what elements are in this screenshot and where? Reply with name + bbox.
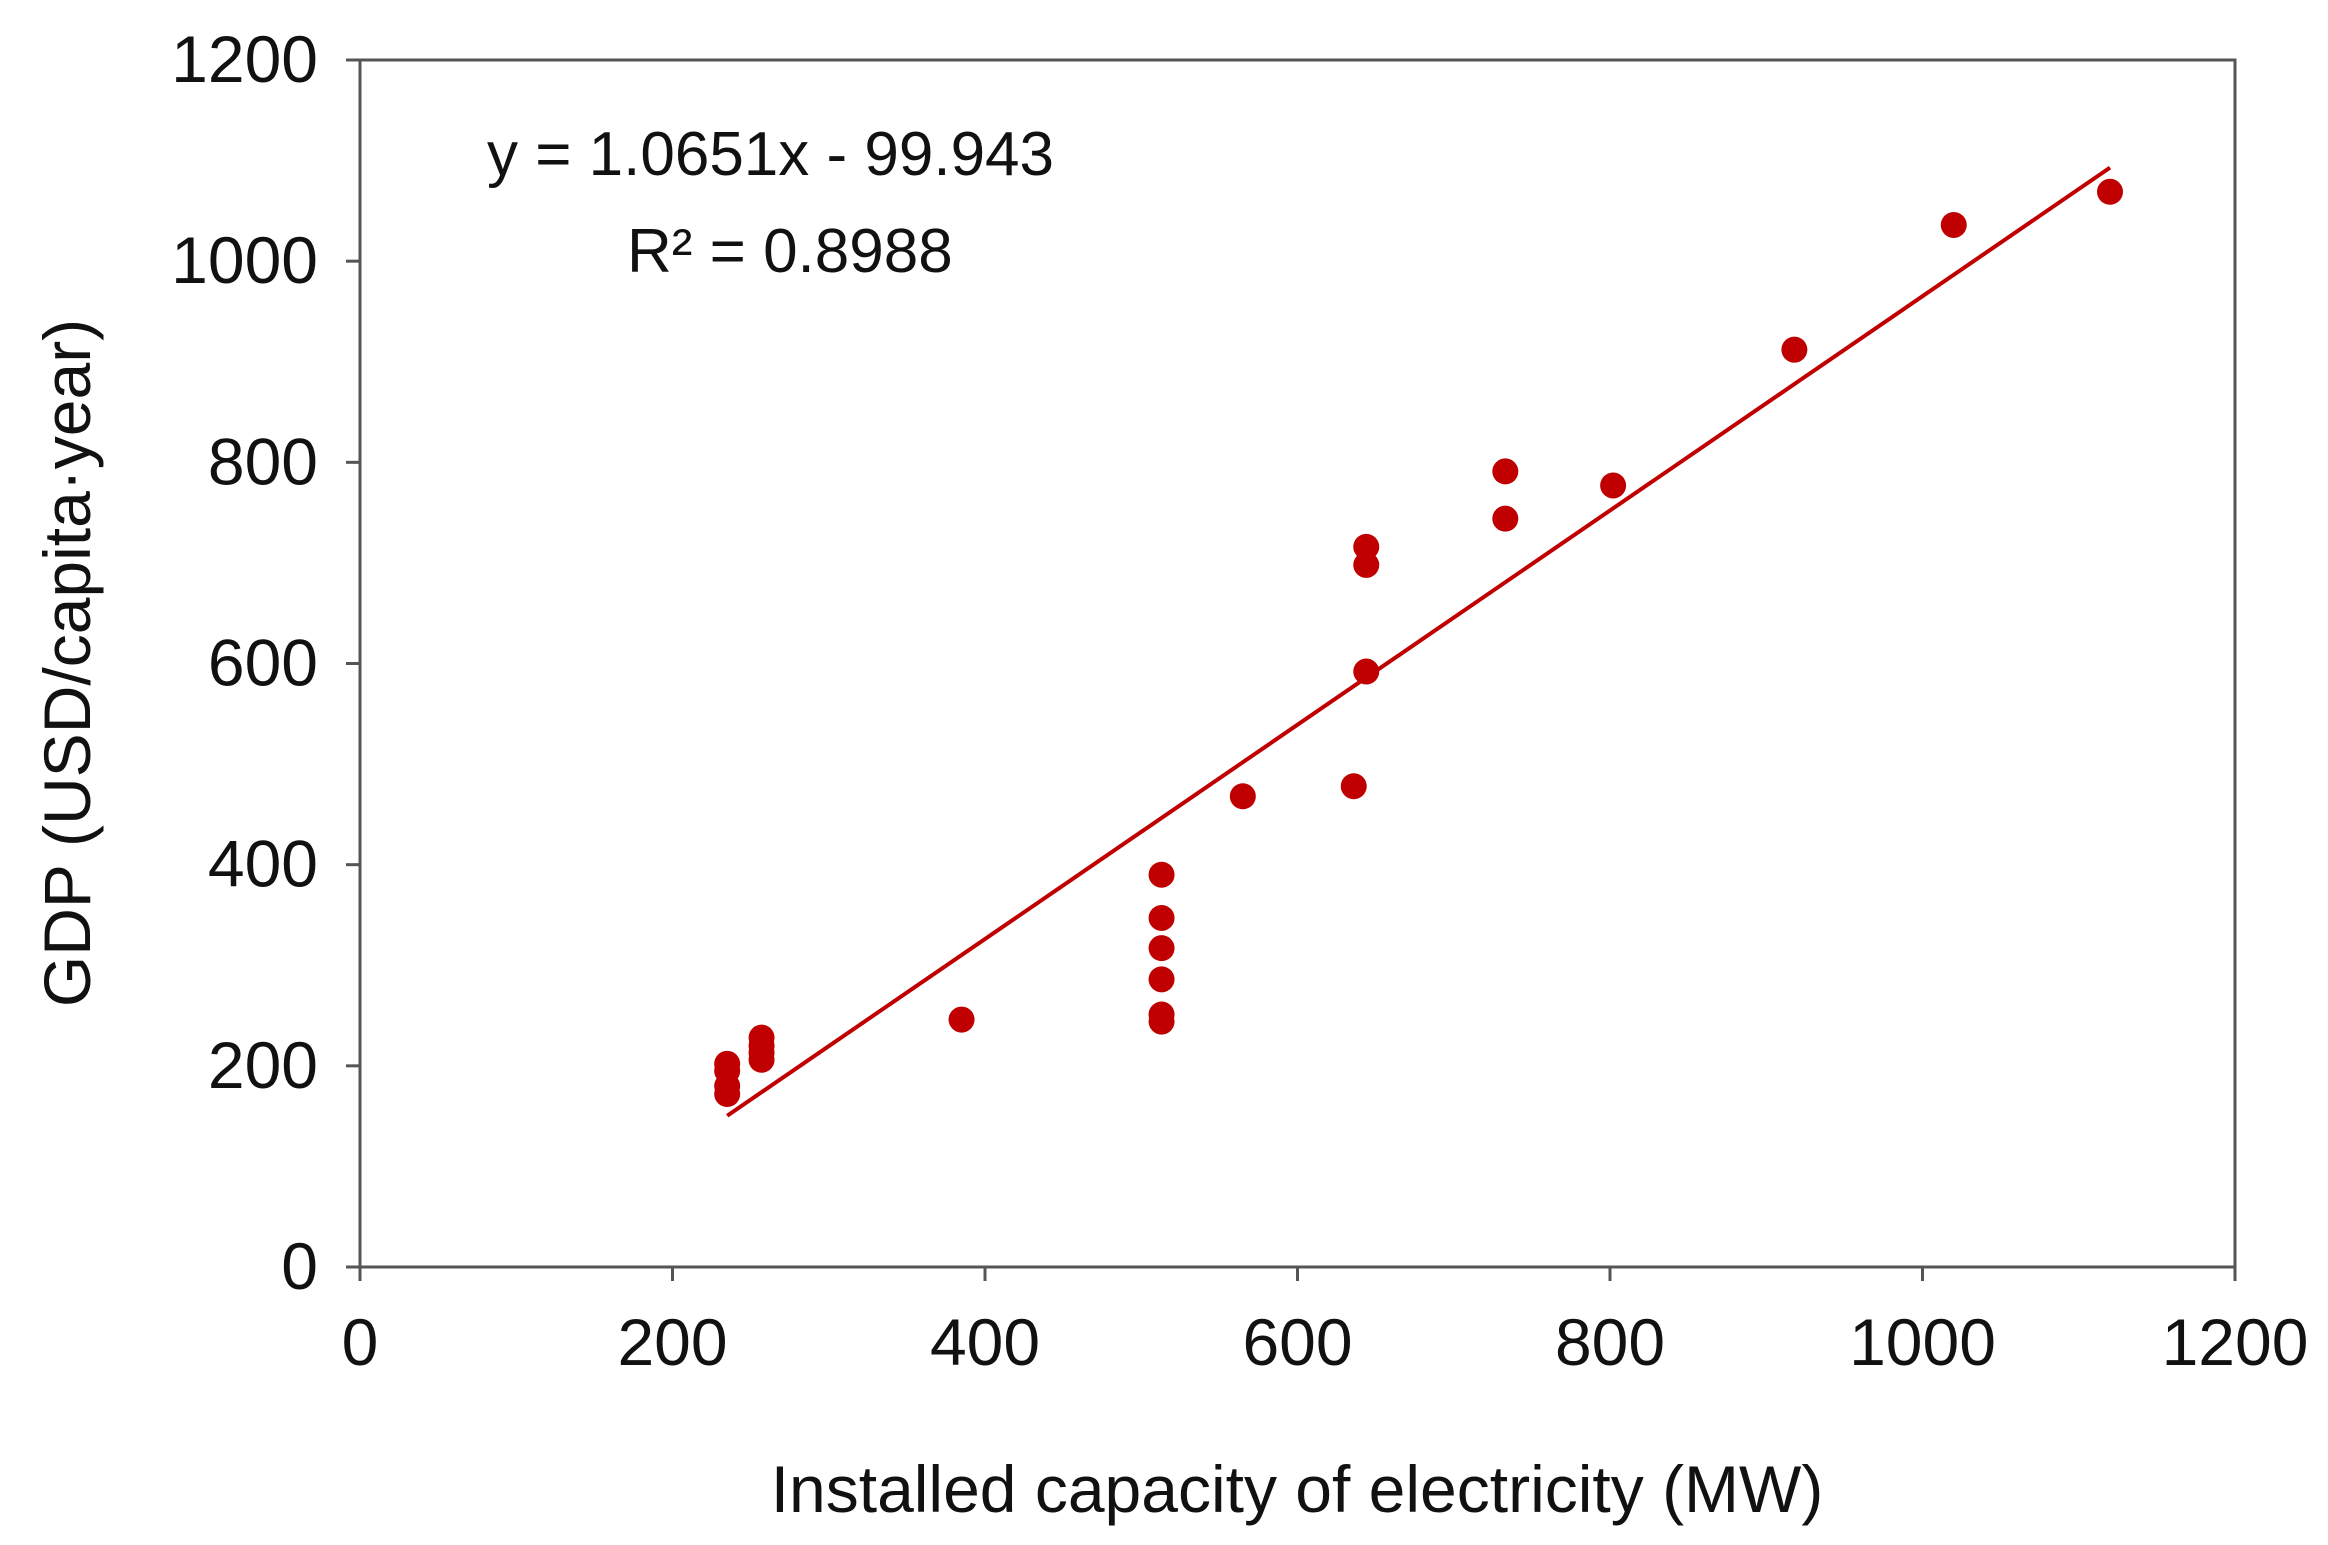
data-point — [1229, 783, 1256, 810]
data-point — [1600, 472, 1627, 499]
y-tick-label: 600 — [208, 626, 318, 700]
x-tick-label: 1200 — [2162, 1305, 2309, 1379]
y-tick-label: 200 — [208, 1028, 318, 1102]
data-point — [2097, 178, 2123, 205]
data-point — [1148, 966, 1175, 993]
data-point — [948, 1006, 975, 1033]
data-point — [1340, 773, 1367, 800]
y-tick-label: 0 — [281, 1229, 318, 1303]
y-tick-label: 1000 — [171, 223, 318, 297]
x-tick-label: 400 — [930, 1305, 1040, 1379]
y-axis-ticks: 0 200 400 600 800 1000 1200 — [171, 22, 360, 1303]
y-tick-label: 800 — [208, 424, 318, 498]
data-point — [1148, 904, 1175, 931]
x-axis-title: Installed capacity of electricity (MW) — [771, 1452, 1824, 1526]
r-squared-label: R² = 0.8988 — [627, 217, 953, 286]
data-point — [1781, 336, 1808, 363]
data-point — [1492, 458, 1519, 485]
data-point — [1353, 658, 1380, 685]
data-point — [1940, 211, 1967, 238]
data-point — [1148, 1008, 1175, 1035]
data-point — [1148, 861, 1175, 888]
data-points-layer — [714, 178, 2123, 1107]
data-point — [1353, 533, 1380, 560]
x-tick-label: 800 — [1555, 1305, 1665, 1379]
data-point — [1353, 551, 1380, 578]
trendline-layer — [726, 166, 2112, 1118]
linear-trendline — [726, 166, 2112, 1118]
data-point — [1148, 935, 1175, 962]
x-tick-label: 0 — [342, 1305, 379, 1379]
y-tick-label: 400 — [208, 827, 318, 901]
y-axis-title: GDP (USD/capita·year) — [30, 319, 104, 1007]
x-axis-ticks: 0 200 400 600 800 1000 1200 — [342, 1267, 2309, 1379]
data-point — [748, 1046, 775, 1073]
data-point — [1492, 505, 1519, 532]
x-tick-label: 600 — [1242, 1305, 1352, 1379]
data-point — [714, 1080, 741, 1107]
equation-label: y = 1.0651x - 99.943 — [487, 120, 1054, 189]
x-tick-label: 200 — [617, 1305, 727, 1379]
x-tick-label: 1000 — [1849, 1305, 1996, 1379]
y-tick-label: 1200 — [171, 22, 318, 96]
